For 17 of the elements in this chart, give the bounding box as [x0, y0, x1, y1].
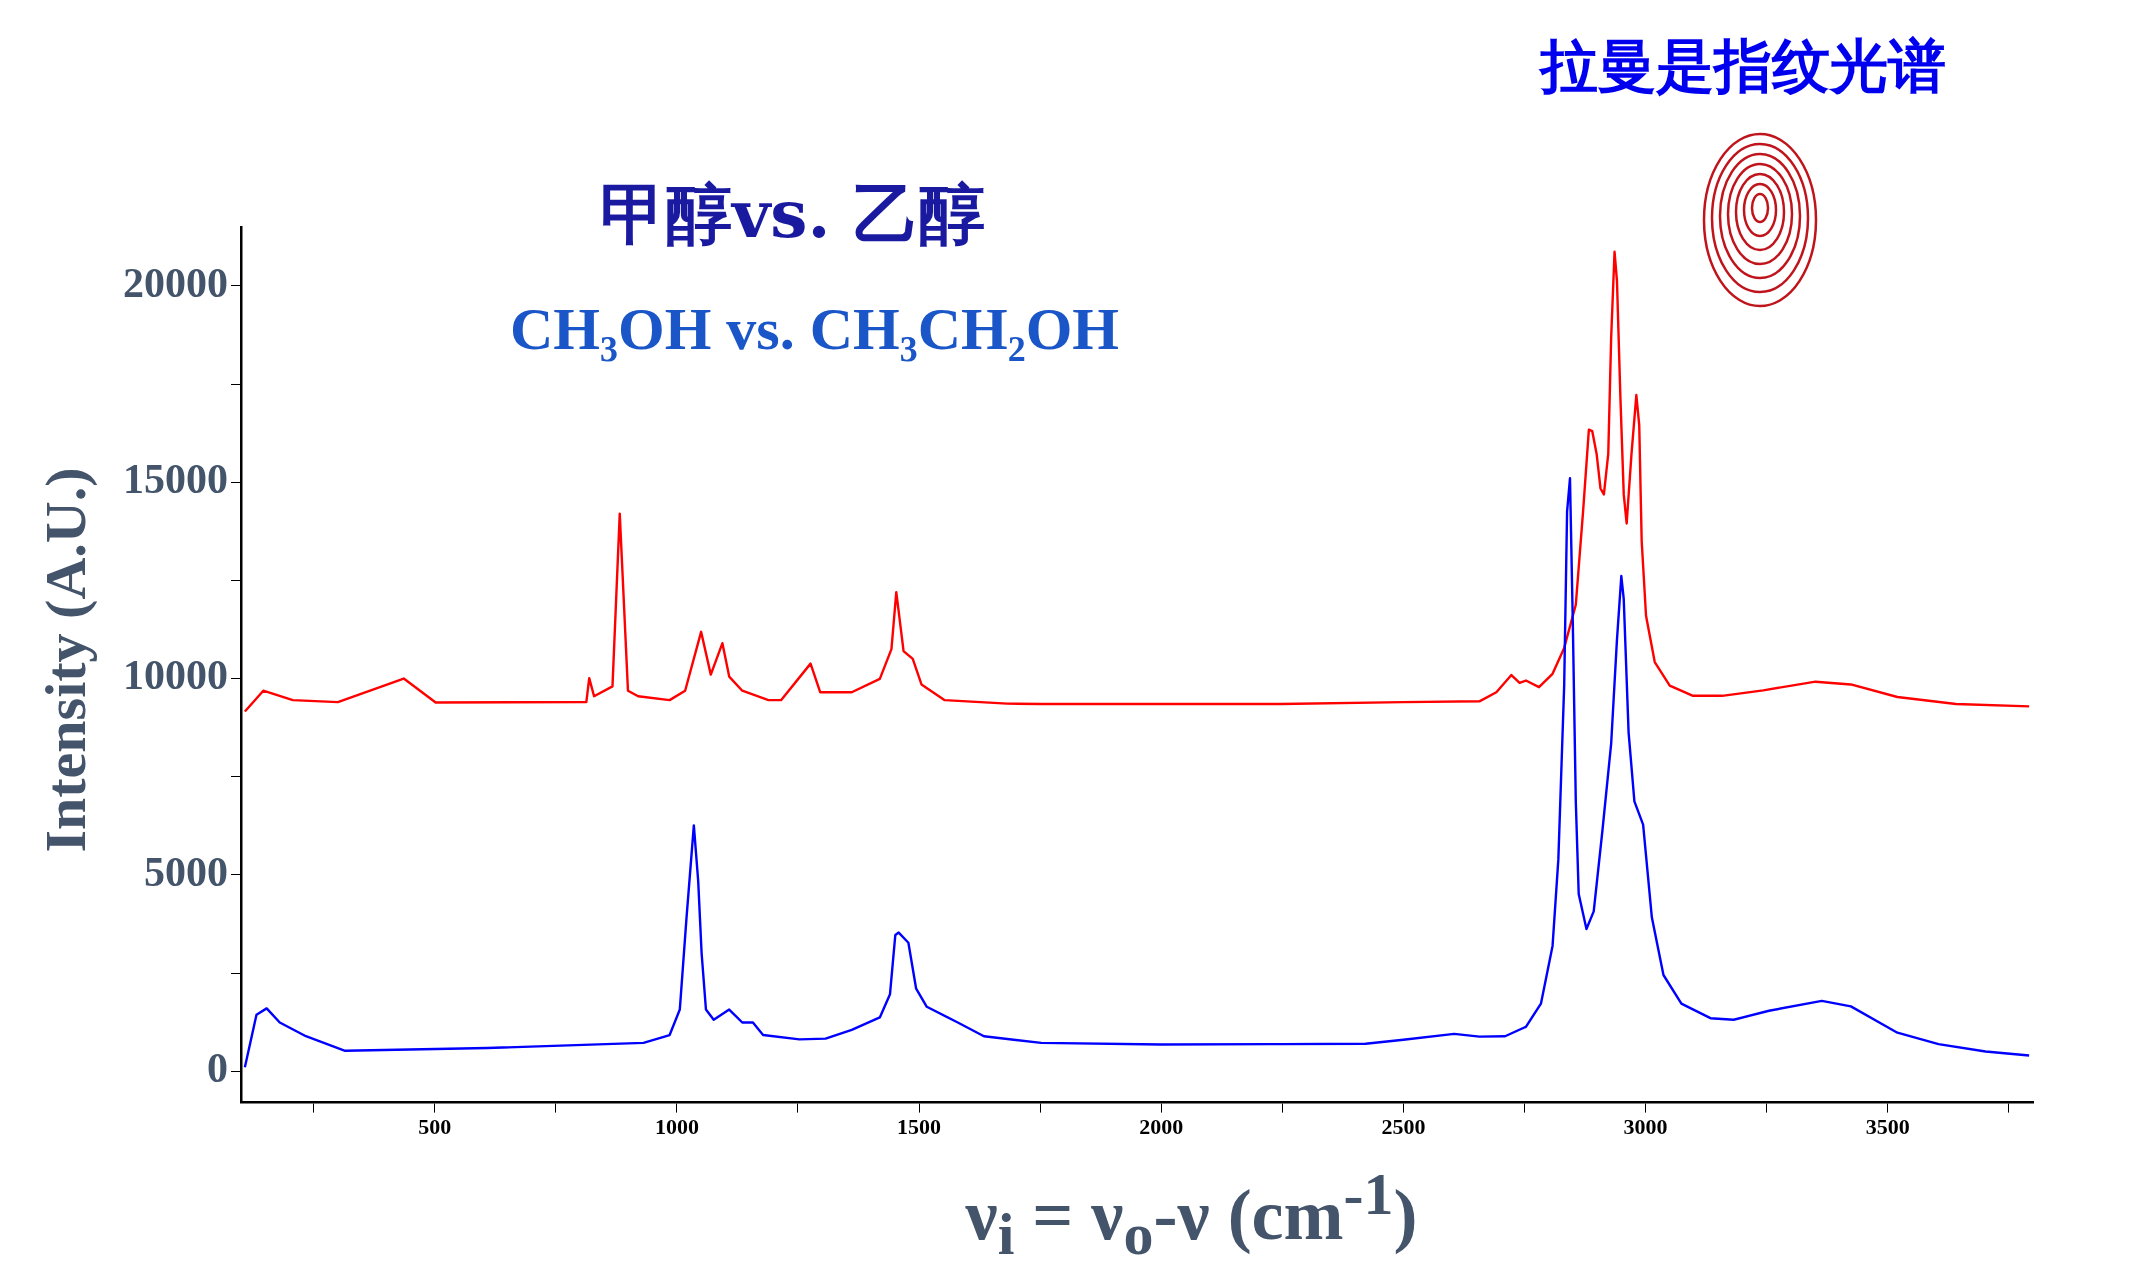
- y-tick-label: 10000: [123, 652, 228, 699]
- x-tick-label: 500: [418, 1114, 452, 1140]
- x-tick-label: 2500: [1381, 1114, 1426, 1140]
- chart-title: 甲醇vs. 乙醇: [600, 174, 986, 255]
- x-tick-label: 3500: [1865, 1114, 1910, 1140]
- y-tick-label: 15000: [123, 456, 228, 503]
- x-tick-label: 3000: [1623, 1114, 1668, 1140]
- y-tick-label: 20000: [123, 259, 228, 306]
- x-tick-label: 1500: [897, 1114, 942, 1140]
- y-axis-title: Intensity (A.U.): [31, 467, 99, 853]
- x-tick-label: 1000: [654, 1114, 699, 1140]
- y-tick-label: 0: [207, 1045, 228, 1092]
- x-axis-title: ν$_{i}$ = ν$_{o}$-ν (cm$^{-1}$): [964, 1160, 1419, 1270]
- text: 拉曼是指纹光谱: [1540, 31, 1946, 102]
- y-tick-label: 5000: [144, 848, 228, 895]
- text: CH₃OH vs. CH₃CH₂OH: [510, 295, 1119, 364]
- x-tick-label: 2000: [1139, 1114, 1184, 1140]
